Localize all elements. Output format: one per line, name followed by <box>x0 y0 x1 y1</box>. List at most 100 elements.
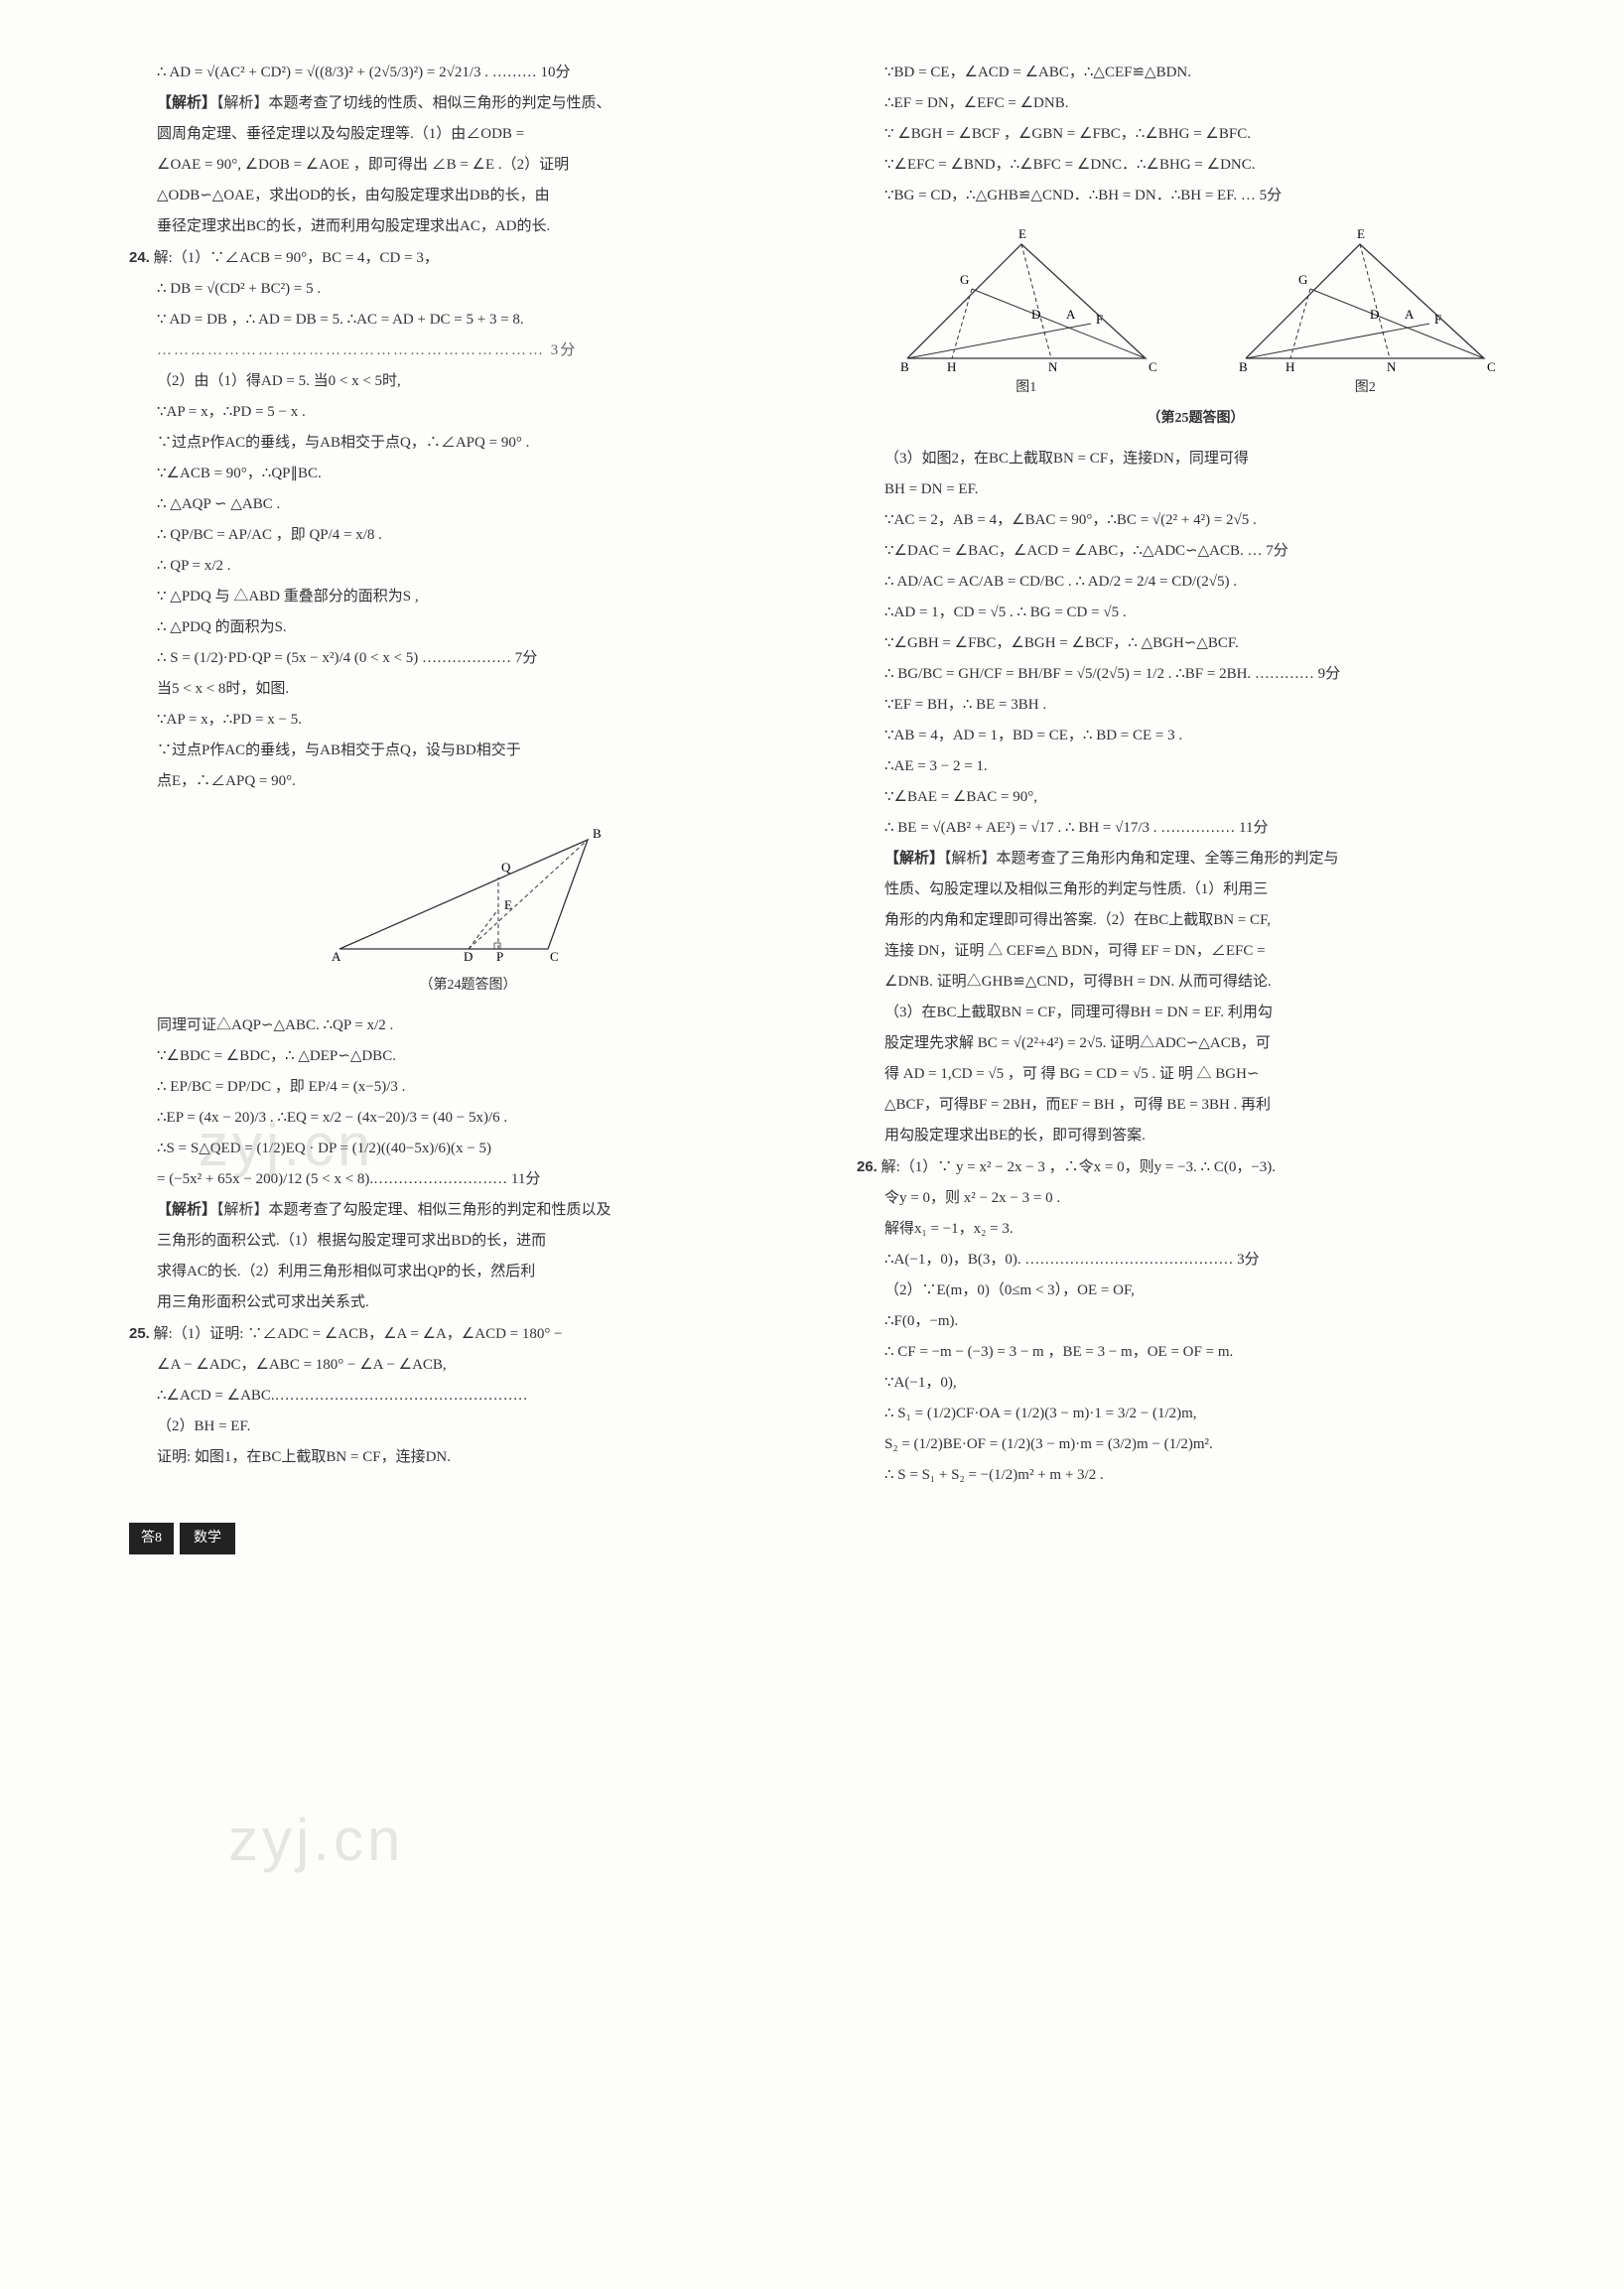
text-line: ∴EF = DN，∠EFC = ∠DNB. <box>857 90 1535 117</box>
text-line: ∴ S₁ = (1/2)CF·OA = (1/2)(3 − m)·1 = 3/2… <box>857 1401 1535 1427</box>
text-line: ∴ EP/BC = DP/DC ，即 EP/4 = (x−5)/3 . <box>129 1074 807 1101</box>
svg-text:G: G <box>1298 272 1307 287</box>
text-line: ∵∠BAE = ∠BAC = 90°, <box>857 784 1535 811</box>
figure-caption: （第25题答图） <box>857 406 1535 431</box>
svg-text:H: H <box>947 359 956 373</box>
text-line: （3）如图2，在BC上截取BN = CF，连接DN，同理可得 <box>857 446 1535 472</box>
text-line: ∴EP = (4x − 20)/3 . ∴EQ = x/2 − (4x−20)/… <box>129 1105 807 1132</box>
text-line: ∵过点P作AC的垂线，与AB相交于点Q，设与BD相交于 <box>129 738 807 764</box>
text-line: ∴F(0，−m). <box>857 1308 1535 1335</box>
question-26: 26. 解:（1）∵ y = x² − 2x − 3 ，∴令x = 0，则y =… <box>857 1153 1535 1181</box>
text-line: ∴ QP = x/2 . <box>129 553 807 580</box>
text-line: ∵过点P作AC的垂线，与AB相交于点Q，∴∠APQ = 90° . <box>129 430 807 457</box>
text-line: ∵AP = x，∴PD = x − 5. <box>129 707 807 734</box>
text-line: ∴AE = 3 − 2 = 1. <box>857 753 1535 780</box>
text-line: ∵A(−1，0), <box>857 1370 1535 1397</box>
text-line: △ODB∽△OAE，求出OD的长，由勾股定理求出DB的长，由 <box>129 183 807 209</box>
watermark: zyj.cn <box>228 1787 404 1894</box>
svg-text:E: E <box>504 897 512 912</box>
text-line: ∵∠ACB = 90°，∴QP∥BC. <box>129 461 807 487</box>
svg-text:N: N <box>1048 359 1058 373</box>
text-line: ∵∠EFC = ∠BND，∴∠BFC = ∠DNC．∴∠BHG = ∠DNC. <box>857 152 1535 179</box>
text-line: ∵ △PDQ 与 △ABD 重叠部分的面积为S , <box>129 584 807 610</box>
text-line: △BCF，可得BF = 2BH，而EF = BH ，可得 BE = 3BH . … <box>857 1092 1535 1119</box>
text-line: （2）BH = EF. <box>129 1414 807 1440</box>
analysis-line: 【解析】【解析】本题考查了三角形内角和定理、全等三角形的判定与 <box>857 846 1535 873</box>
analysis-label: 【解析】 <box>157 95 216 111</box>
text-line: ∴ CF = −m − (−3) = 3 − m ，BE = 3 − m，OE … <box>857 1339 1535 1366</box>
svg-text:D: D <box>1031 307 1040 322</box>
text-line: ∠A − ∠ADC，∠ABC = 180° − ∠A − ∠ACB, <box>129 1352 807 1379</box>
text-line: 角形的内角和定理即可得出答案.（2）在BC上截取BN = CF, <box>857 907 1535 934</box>
svg-text:Q: Q <box>501 860 511 875</box>
text: 解:（1）∵ y = x² − 2x − 3 ，∴令x = 0，则y = −3.… <box>881 1159 1276 1175</box>
triangle-diagram-2: B C E G D A F H N <box>1231 224 1499 373</box>
text-line: 得 AD = 1,CD = √5 ，可 得 BG = CD = √5 . 证 明… <box>857 1061 1535 1088</box>
text-line: ∴ S = S₁ + S₂ = −(1/2)m² + m + 3/2 . <box>857 1462 1535 1489</box>
text-line: ∴ AD/AC = AC/AB = CD/BC . ∴ AD/2 = 2/4 =… <box>857 569 1535 596</box>
page-footer: 答8 数学 <box>129 1523 1535 1553</box>
question-number: 25. <box>129 1325 150 1342</box>
text-line: ∴S = S△QED = (1/2)EQ · DP = (1/2)((40−5x… <box>129 1136 807 1162</box>
svg-text:A: A <box>332 949 341 964</box>
analysis-label: 【解析】 <box>157 1202 216 1218</box>
svg-text:H: H <box>1286 359 1294 373</box>
analysis-line: 【解析】【解析】本题考查了勾股定理、相似三角形的判定和性质以及 <box>129 1197 807 1224</box>
text-line: ∵EF = BH，∴ BE = 3BH . <box>857 692 1535 719</box>
text-line: ∠DNB. 证明△GHB≌△CND，可得BH = DN. 从而可得结论. <box>857 969 1535 996</box>
text-line: ∵∠BDC = ∠BDC，∴ △DEP∽△DBC. <box>129 1043 807 1070</box>
figure-25: B C E G D A F H N 图1 <box>857 224 1535 431</box>
text-line: S₂ = (1/2)BE·OF = (1/2)(3 − m)·m = (3/2)… <box>857 1431 1535 1458</box>
svg-text:D: D <box>464 949 473 964</box>
svg-text:A: A <box>1066 307 1076 322</box>
svg-text:C: C <box>550 949 559 964</box>
svg-text:B: B <box>900 359 909 373</box>
svg-text:F: F <box>1096 312 1103 327</box>
text-line: ∴A(−1，0)，B(3，0). …………………………………… 3分 <box>857 1247 1535 1274</box>
text-line: 连接 DN，证明 △ CEF≌△ BDN，可得 EF = DN，∠EFC = <box>857 938 1535 965</box>
text-line: ∵∠GBH = ∠FBC，∠BGH = ∠BCF，∴ △BGH∽△BCF. <box>857 630 1535 657</box>
text: 解:（1）∵∠ACB = 90°，BC = 4，CD = 3， <box>154 250 439 266</box>
text-line: 性质、勾股定理以及相似三角形的判定与性质.（1）利用三 <box>857 876 1535 903</box>
svg-text:P: P <box>496 949 503 964</box>
text-line: （2）由（1）得AD = 5. 当0 < x < 5时, <box>129 368 807 395</box>
svg-text:F: F <box>1434 312 1441 327</box>
text-line: ∵BD = CE，∠ACD = ∠ABC，∴△CEF≌△BDN. <box>857 60 1535 86</box>
text-line: = (−5x² + 65x − 200)/12 (5 < x < 8).…………… <box>129 1166 807 1193</box>
text-line: 三角形的面积公式.（1）根据勾股定理可求出BD的长，进而 <box>129 1228 807 1255</box>
svg-text:E: E <box>1018 226 1026 241</box>
svg-text:N: N <box>1387 359 1397 373</box>
question-25: 25. 解:（1）证明: ∵∠ADC = ∠ACB，∠A = ∠A，∠ACD =… <box>129 1320 807 1348</box>
svg-text:D: D <box>1370 307 1379 322</box>
text-line: 点E，∴∠APQ = 90°. <box>129 768 807 795</box>
text-line: ∴ △AQP ∽ △ABC . <box>129 491 807 518</box>
text-line: ∴ QP/BC = AP/AC ，即 QP/4 = x/8 . <box>129 522 807 549</box>
score-line: …………………………………………………………… 3分 <box>129 337 807 364</box>
text-line: ∴AD = 1，CD = √5 . ∴ BG = CD = √5 . <box>857 600 1535 626</box>
text-line: ∵∠DAC = ∠BAC，∠ACD = ∠ABC，∴△ADC∽△ACB. … 7… <box>857 538 1535 565</box>
text-line: ∴ BE = √(AB² + AE²) = √17 . ∴ BH = √17/3… <box>857 815 1535 842</box>
text-line: 垂径定理求出BC的长，进而利用勾股定理求出AC，AD的长. <box>129 213 807 240</box>
triangle-diagram: A B C D P Q E <box>320 810 617 969</box>
text-line: 股定理先求解 BC = √(2²+4²) = 2√5. 证明△ADC∽△ACB，… <box>857 1030 1535 1057</box>
text-line: ∵ ∠BGH = ∠BCF ，∠GBN = ∠FBC，∴∠BHG = ∠BFC. <box>857 121 1535 148</box>
svg-text:C: C <box>1149 359 1157 373</box>
left-column: ∴ AD = √(AC² + CD²) = √((8/3)² + (2√5/3)… <box>129 60 807 1493</box>
text-line: ∵AB = 4，AD = 1，BD = CE，∴ BD = CE = 3 . <box>857 723 1535 749</box>
text-line: 同理可证△AQP∽△ABC. ∴QP = x/2 . <box>129 1012 807 1039</box>
text-line: 用勾股定理求出BE的长，即可得到答案. <box>857 1123 1535 1149</box>
text-line: ∴∠ACD = ∠ABC.…………………………………………… <box>129 1383 807 1410</box>
subject-label: 数学 <box>180 1523 235 1553</box>
text-line: （2）∵E(m，0)（0≤m < 3），OE = OF, <box>857 1278 1535 1304</box>
text: 【解析】本题考查了切线的性质、相似三角形的判定与性质、 <box>216 95 611 111</box>
sub-caption-2: 图2 <box>1231 375 1499 400</box>
text-line: 当5 < x < 8时，如图. <box>129 676 807 703</box>
page-number: 答8 <box>129 1523 174 1553</box>
text-line: （3）在BC上截取BN = CF，同理可得BH = DN = EF. 利用勾 <box>857 1000 1535 1026</box>
analysis-label: 【解析】 <box>884 851 944 867</box>
svg-text:G: G <box>960 272 969 287</box>
text-line: 证明: 如图1，在BC上截取BN = CF，连接DN. <box>129 1444 807 1471</box>
text-line: BH = DN = EF. <box>857 476 1535 503</box>
question-number: 26. <box>857 1158 878 1175</box>
text-line: 求得AC的长.（2）利用三角形相似可求出QP的长，然后利 <box>129 1259 807 1285</box>
